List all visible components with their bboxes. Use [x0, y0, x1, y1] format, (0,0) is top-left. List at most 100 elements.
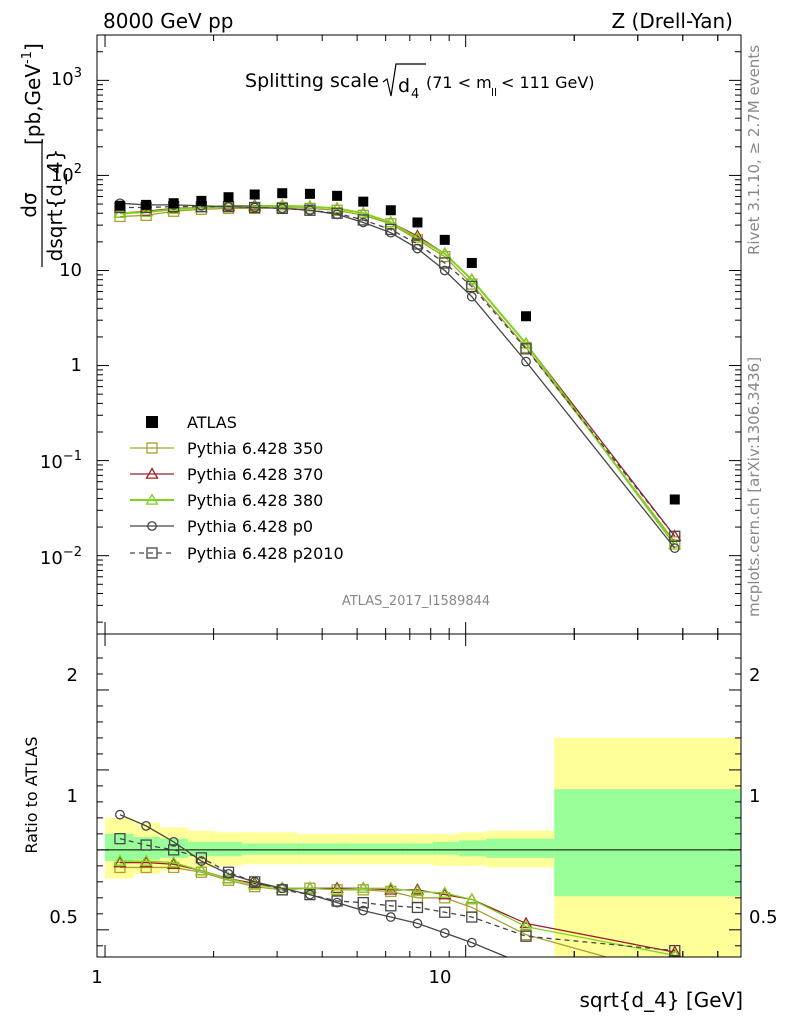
ratio-marker-2: [113, 854, 127, 866]
band-inner-bin: [269, 843, 297, 855]
title-sqrt: d: [398, 75, 410, 97]
ratio-marker-2: [330, 883, 344, 895]
ratio-marker-4: [466, 911, 478, 923]
legend-marker-2: [145, 493, 159, 505]
ylabel-unit: [pb,GeV-1]: [20, 43, 45, 145]
ytick-label-1e2: 102: [51, 162, 82, 186]
atlas-data-point: [304, 188, 315, 199]
atlas-data-point: [439, 234, 450, 245]
ratio-marker-3: [141, 820, 152, 831]
main-marker-2: [248, 199, 262, 212]
ratio-marker-2: [410, 884, 425, 897]
ratio-marker-1: [330, 881, 344, 894]
title-sqrt-sub: 4: [411, 87, 419, 102]
main-marker-3: [305, 205, 315, 216]
ratio-marker-3: [439, 928, 450, 938]
ytick-1em1-base: 10: [40, 452, 63, 473]
main-marker-2: [465, 272, 479, 285]
ratio-line-3: [119, 814, 509, 957]
chart-title: Splitting scale d 4 (71 < m ll < 111 GeV…: [245, 63, 595, 102]
ratio-marker-3: [466, 937, 477, 948]
main-line-1: [119, 205, 676, 537]
title-cut-post: < 111 GeV): [501, 73, 595, 92]
ytick-label-1: 1: [71, 355, 82, 376]
ratio-marker-1: [668, 945, 682, 957]
ratio-ylabel: Ratio to ATLAS: [22, 736, 41, 853]
band-inner-bin: [188, 841, 216, 857]
band-inner-bin: [377, 843, 406, 855]
ratio-marker-3: [249, 876, 260, 887]
ratio-marker-4: [520, 930, 532, 942]
band-inner-bin: [405, 843, 433, 855]
ratio-marker-3: [385, 912, 396, 922]
ratio-y-tick-labels: 2 1 0.5 2 1 0.5: [49, 665, 777, 928]
ratio-marker-4: [195, 852, 208, 864]
atlas-data-point: [466, 257, 477, 268]
ratio-marker-1: [356, 881, 370, 894]
main-marker-4: [411, 238, 424, 250]
legend-label-1: Pythia 6.428 370: [187, 465, 323, 484]
band-inner-bin: [350, 843, 378, 855]
legend: ATLAS Pythia 6.428 350 Pythia 6.428 370 Pyt…: [130, 413, 344, 563]
band-inner-bin: [324, 843, 351, 855]
legend-atlas-label: ATLAS: [187, 413, 237, 432]
main-marker-4: [304, 204, 316, 216]
main-marker-2: [139, 205, 153, 218]
main-marker-4: [520, 343, 532, 355]
sqrt-sign: [382, 63, 426, 97]
ratio-marker-3: [332, 897, 342, 908]
ytick-1em2-base: 10: [40, 548, 63, 569]
ratio-marker-4: [411, 901, 424, 914]
legend-label-3: Pythia 6.428 p0: [187, 517, 313, 536]
main-marker-3: [439, 265, 450, 276]
main-marker-2: [519, 336, 533, 349]
legend-marker-1: [145, 467, 159, 479]
ratio-marker-3: [168, 836, 179, 847]
main-series: [113, 198, 682, 554]
ytick-1em1-sup: −1: [63, 449, 82, 464]
band-inner-bin: [215, 841, 243, 857]
xtick-label-10: 10: [429, 967, 452, 988]
main-y-tick-labels: 103 102 10 1 10−1 10−2: [40, 66, 82, 569]
atlas-data-point: [141, 199, 152, 210]
xlabel: sqrt{d_4} [GeV]: [580, 988, 744, 1012]
main-line-3: [119, 202, 676, 549]
rivet-label: Rivet 3.1.10, ≥ 2.7M events: [745, 45, 763, 255]
ratio-series: [113, 809, 682, 970]
main-line-4: [119, 205, 676, 537]
main-marker-2: [356, 206, 370, 219]
legend-label-4: Pythia 6.428 p2010: [187, 544, 344, 563]
ratio-marker-3: [522, 961, 531, 970]
legend-atlas-marker: [146, 416, 158, 428]
main-marker-4: [439, 257, 451, 269]
band-inner-bin: [296, 843, 325, 855]
header-right: Z (Drell-Yan): [611, 9, 733, 33]
title-cut-sub: ll: [491, 86, 497, 99]
band-inner-bin: [432, 841, 460, 855]
atlas-data-point: [332, 190, 343, 201]
main-marker-4: [357, 214, 369, 226]
ratio-frame: [96, 633, 742, 958]
ratio-bands: [97, 737, 741, 957]
ratio-marker-2: [384, 881, 398, 894]
analysis-watermark: ATLAS_2017_I1589844: [342, 594, 490, 609]
ytick-label-1e3: 103: [51, 66, 82, 90]
legend-marker-0: [146, 442, 158, 454]
band-inner-bin: [486, 838, 555, 858]
ratio-marker-2: [139, 854, 153, 866]
atlas-data-point: [168, 198, 179, 209]
ratio-marker-1: [139, 855, 153, 868]
title-main: Splitting scale: [245, 70, 379, 92]
ytick-label-10: 10: [59, 260, 82, 281]
main-marker-4: [385, 223, 397, 236]
main-marker-2: [410, 231, 425, 243]
ratio-marker-1: [519, 916, 533, 929]
ytick-1e2-base: 10: [51, 165, 74, 186]
ratio-line-1: [119, 862, 675, 953]
atlas-data-point: [669, 494, 680, 505]
main-ylabel: dσ dsqrt{d_4} [pb,GeV-1]: [17, 43, 67, 267]
ratio-marker-4: [168, 844, 180, 856]
atlas-data-point: [114, 200, 125, 211]
legend-label-2: Pythia 6.428 380: [187, 491, 323, 510]
